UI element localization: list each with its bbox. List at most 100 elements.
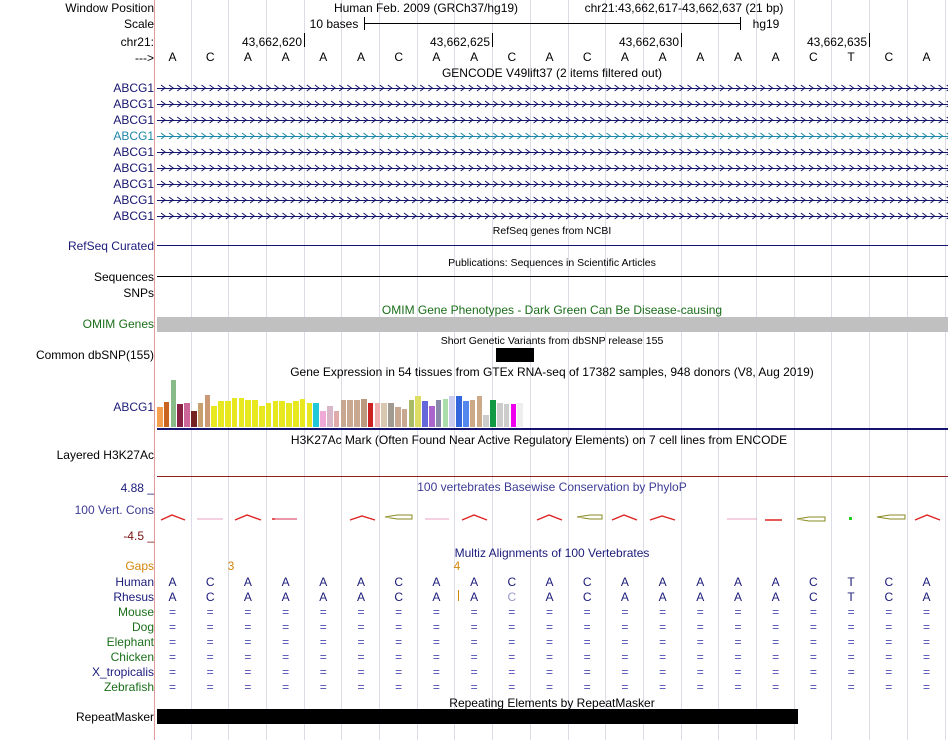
gtex-tissue-bar[interactable] bbox=[320, 411, 326, 427]
omim-track-bar[interactable] bbox=[157, 317, 948, 332]
gtex-tissue-bar[interactable] bbox=[401, 409, 408, 427]
publications-track-line[interactable] bbox=[157, 276, 948, 277]
gencode-item-label[interactable]: ABCG1 bbox=[113, 145, 154, 159]
gtex-tissue-bar[interactable] bbox=[286, 403, 292, 427]
gtex-tissue-bar[interactable] bbox=[347, 400, 353, 427]
gtex-tissue-bar[interactable] bbox=[177, 404, 183, 427]
human-row-label[interactable]: Human bbox=[115, 575, 154, 589]
species-row-label[interactable]: Dog bbox=[131, 620, 154, 634]
gtex-tissue-bar[interactable] bbox=[191, 411, 197, 427]
gtex-tissue-bar[interactable] bbox=[408, 400, 415, 427]
h3k27ac-track-line[interactable] bbox=[157, 476, 948, 477]
gtex-tissue-bar[interactable] bbox=[476, 396, 483, 427]
species-row-label[interactable]: Mouse bbox=[117, 605, 154, 619]
gtex-tissue-bar[interactable] bbox=[381, 403, 387, 427]
gtex-tissue-bar[interactable] bbox=[225, 401, 231, 427]
gtex-tissue-bar[interactable] bbox=[354, 400, 360, 427]
gtex-tissue-bar[interactable] bbox=[272, 401, 279, 427]
gtex-tissue-bar[interactable] bbox=[163, 402, 170, 427]
gtex-tissue-bar[interactable] bbox=[422, 401, 428, 427]
gtex-tissue-bar[interactable] bbox=[218, 401, 224, 427]
rhesus-row-label[interactable]: Rhesus bbox=[113, 590, 154, 604]
gtex-tissue-bar[interactable] bbox=[238, 398, 245, 427]
gtex-tissue-bar[interactable] bbox=[429, 406, 435, 427]
refseq-track-title: RefSeq genes from NCBI bbox=[492, 225, 612, 237]
gencode-item-label[interactable]: ABCG1 bbox=[113, 97, 154, 111]
gtex-tissue-bar[interactable] bbox=[293, 401, 299, 427]
gtex-tissue-bar[interactable] bbox=[503, 404, 510, 427]
species-row-label[interactable]: X_tropicalis bbox=[91, 665, 154, 679]
chrom-label: chr21: bbox=[120, 35, 154, 49]
gtex-tissue-bar[interactable] bbox=[259, 406, 265, 427]
gtex-tissue-bar[interactable] bbox=[463, 401, 469, 427]
gtex-tissue-bar[interactable] bbox=[483, 415, 489, 427]
gtex-tissue-bar[interactable] bbox=[197, 403, 204, 427]
gtex-tissue-bar[interactable] bbox=[252, 400, 258, 427]
gtex-tissue-bar[interactable] bbox=[361, 399, 367, 427]
species-row-label[interactable]: Zebrafish bbox=[103, 680, 154, 694]
gencode-item-label[interactable]: ABCG1 bbox=[113, 81, 154, 95]
dbsnp-track-label[interactable]: Common dbSNP(155) bbox=[35, 348, 154, 362]
gtex-tissue-bar[interactable] bbox=[306, 403, 313, 427]
human-base: A bbox=[168, 575, 177, 589]
gtex-tissue-bar[interactable] bbox=[204, 395, 211, 427]
gtex-tissue-bar[interactable] bbox=[497, 403, 503, 427]
gtex-tissue-bar[interactable] bbox=[435, 400, 442, 427]
dbsnp-variant-block[interactable] bbox=[496, 348, 534, 362]
species-row-label[interactable]: Elephant bbox=[106, 635, 154, 649]
gtex-tissue-bar[interactable] bbox=[367, 403, 374, 427]
gtex-tissue-bar[interactable] bbox=[231, 398, 238, 427]
phylop-track-label[interactable]: 100 Vert. Cons bbox=[74, 503, 154, 517]
gtex-tissue-bar[interactable] bbox=[469, 400, 476, 427]
gtex-tissue-bar[interactable] bbox=[395, 407, 401, 427]
species-match-symbol: = bbox=[244, 665, 252, 679]
strand-arrows bbox=[160, 132, 948, 140]
phylop-signal[interactable] bbox=[157, 505, 948, 535]
refseq-track-line[interactable] bbox=[157, 245, 948, 246]
species-match-symbol: = bbox=[734, 635, 742, 649]
gtex-tissue-bar[interactable] bbox=[157, 407, 163, 427]
gtex-tissue-bar[interactable] bbox=[265, 403, 272, 427]
gtex-barchart[interactable] bbox=[157, 380, 948, 427]
gtex-tissue-bar[interactable] bbox=[490, 400, 496, 427]
gencode-item-label[interactable]: ABCG1 bbox=[113, 161, 154, 175]
gtex-tissue-bar[interactable] bbox=[449, 396, 455, 427]
species-match-symbol: = bbox=[395, 605, 403, 619]
repeatmasker-track-label[interactable]: RepeatMasker bbox=[75, 710, 154, 724]
gencode-item-label[interactable]: ABCG1 bbox=[113, 209, 154, 223]
gtex-tissue-bar[interactable] bbox=[170, 380, 177, 427]
gtex-tissue-bar[interactable] bbox=[299, 399, 306, 427]
repeatmasker-block[interactable] bbox=[157, 709, 798, 724]
rhesus-base: A bbox=[243, 590, 252, 604]
gtex-tissue-bar[interactable] bbox=[340, 400, 347, 427]
gencode-item-label[interactable]: ABCG1 bbox=[113, 193, 154, 207]
gtex-tissue-bar[interactable] bbox=[279, 401, 285, 427]
gtex-tissue-bar[interactable] bbox=[327, 406, 333, 427]
gtex-tissue-bar[interactable] bbox=[184, 403, 190, 427]
gtex-tissue-bar[interactable] bbox=[374, 403, 381, 427]
gtex-tissue-bar[interactable] bbox=[211, 406, 217, 427]
human-base: A bbox=[356, 575, 365, 589]
gtex-tissue-bar[interactable] bbox=[245, 400, 251, 427]
publications-track-label[interactable]: Sequences bbox=[93, 270, 154, 284]
gtex-tissue-bar[interactable] bbox=[442, 399, 449, 427]
refseq-track-label[interactable]: RefSeq Curated bbox=[67, 239, 154, 253]
gtex-tissue-bar[interactable] bbox=[517, 403, 523, 427]
gtex-tissue-bar[interactable] bbox=[510, 404, 517, 427]
gencode-item-label[interactable]: ABCG1 bbox=[113, 177, 154, 191]
omim-track-label[interactable]: OMIM Genes bbox=[82, 317, 154, 331]
gtex-track-label[interactable]: ABCG1 bbox=[113, 400, 154, 414]
gtex-tissue-bar[interactable] bbox=[456, 396, 462, 427]
gtex-tissue-bar[interactable] bbox=[415, 396, 421, 427]
h3k27ac-track-label[interactable]: Layered H3K27Ac bbox=[56, 448, 154, 462]
snps-track-label[interactable]: SNPs bbox=[123, 286, 154, 300]
gtex-tissue-bar[interactable] bbox=[388, 403, 394, 427]
species-row-label[interactable]: Chicken bbox=[110, 650, 154, 664]
gtex-tissue-bar[interactable] bbox=[333, 411, 340, 427]
species-match-symbol: = bbox=[809, 635, 817, 649]
gencode-item-label[interactable]: ABCG1 bbox=[113, 113, 154, 127]
gencode-item-label[interactable]: ABCG1 bbox=[113, 129, 154, 143]
gtex-tissue-bar[interactable] bbox=[313, 403, 319, 427]
species-match-symbol: = bbox=[168, 605, 176, 619]
